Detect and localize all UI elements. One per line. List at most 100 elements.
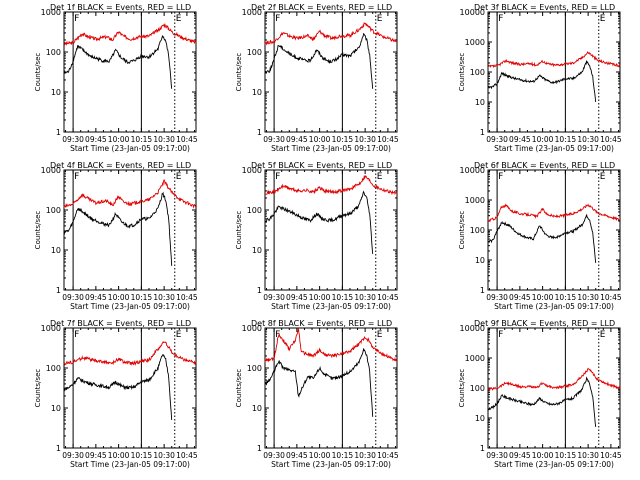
events-series-line (487, 214, 597, 263)
lld-series-line (264, 327, 398, 363)
y-tick-label: 10 (252, 246, 262, 255)
x-tick-label: 10:00 (532, 135, 554, 144)
x-tick-label: 10:30 (354, 135, 376, 144)
x-axis-label: Start Time (23-Jan-05 09:17:00) (271, 144, 391, 153)
x-tick-label: 09:30 (263, 135, 285, 144)
x-tick-label: 09:45 (85, 293, 107, 302)
y-tick-label: 1 (56, 286, 61, 295)
x-tick-label: 10:30 (577, 293, 599, 302)
x-tick-label: 10:00 (532, 293, 554, 302)
plot-panel-6: Det 6f BLACK = Events, RED = LLD 1 10 100 10… (458, 161, 622, 311)
y-tick-label: 1000 (41, 324, 61, 333)
x-tick-label: 09:45 (286, 293, 308, 302)
events-series-line (63, 191, 173, 266)
x-axis-label: Start Time (23-Jan-05 09:17:00) (70, 302, 190, 311)
y-tick-label: 1000 (465, 38, 485, 47)
lld-series-line (488, 51, 621, 69)
x-tick-label: 10:00 (309, 135, 331, 144)
x-tick-label: 10:45 (176, 135, 198, 144)
x-tick-label: 10:00 (309, 451, 331, 460)
time-marker-label: F (275, 172, 280, 182)
plot-title: Det 5f BLACK = Events, RED = LLD (251, 161, 392, 170)
lld-series-line (264, 21, 398, 46)
y-tick-label: 100 (46, 48, 61, 57)
time-marker-label: F (498, 14, 503, 24)
y-axis-label: Counts/sec (235, 211, 243, 250)
x-tick-label: 09:45 (509, 451, 531, 460)
plot-frame (487, 327, 621, 449)
plot-panel-4: Det 4f BLACK = Events, RED = LLD 1 10 100 10… (34, 161, 198, 311)
time-marker-label: F (498, 172, 503, 182)
x-tick-label: 10:15 (555, 135, 577, 144)
plot-title: Det 2f BLACK = Events, RED = LLD (251, 3, 392, 12)
y-tick-label: 1000 (41, 8, 61, 17)
plot-panel-9: Det 9f BLACK = Events, RED = LLD 1 10 100 10… (458, 319, 622, 469)
time-marker-label: E (377, 172, 383, 182)
y-axis-label: Counts/sec (458, 369, 466, 408)
x-tick-label: 09:45 (286, 451, 308, 460)
plot-title: Det 7f BLACK = Events, RED = LLD (50, 319, 191, 328)
plot-frame (63, 11, 197, 133)
lld-series-line (63, 340, 197, 366)
x-tick-label: 10:30 (577, 135, 599, 144)
plot-panel-5: Det 5f BLACK = Events, RED = LLD 1 10 100 10… (235, 161, 399, 311)
y-axis-label: Counts/sec (34, 53, 42, 92)
y-tick-label: 1000 (465, 354, 485, 363)
y-axis-label: Counts/sec (458, 211, 466, 250)
time-marker-label: F (275, 14, 280, 24)
y-tick-label: 100 (470, 384, 485, 393)
y-axis-label: Counts/sec (34, 369, 42, 408)
y-tick-label: 10000 (460, 8, 485, 17)
x-tick-label: 10:45 (377, 451, 399, 460)
time-marker-label: E (176, 172, 182, 182)
plot-title: Det 1f BLACK = Events, RED = LLD (50, 3, 191, 12)
y-tick-label: 10 (475, 256, 485, 265)
time-marker-label: F (275, 330, 280, 340)
x-tick-label: 09:30 (263, 293, 285, 302)
x-tick-label: 10:30 (354, 293, 376, 302)
time-marker-label: F (498, 330, 503, 340)
events-series-line (487, 376, 597, 428)
x-tick-label: 09:30 (62, 293, 84, 302)
y-tick-label: 1 (480, 444, 485, 453)
y-tick-label: 100 (46, 364, 61, 373)
lld-series-line (264, 175, 398, 196)
events-series-line (63, 34, 173, 89)
y-tick-label: 1000 (41, 166, 61, 175)
plot-frame (487, 11, 621, 133)
x-tick-label: 10:45 (600, 451, 622, 460)
y-tick-label: 10000 (460, 324, 485, 333)
x-tick-label: 09:30 (263, 451, 285, 460)
x-tick-label: 09:45 (509, 135, 531, 144)
lld-series-line (487, 203, 620, 223)
plot-frame (264, 327, 398, 449)
plot-panel-1: Det 1f BLACK = Events, RED = LLD 1 10 100 10… (34, 3, 198, 153)
y-tick-label: 10 (475, 414, 485, 423)
y-tick-label: 1 (480, 128, 485, 137)
x-tick-label: 10:00 (309, 293, 331, 302)
plot-panel-7: Det 7f BLACK = Events, RED = LLD 1 10 100 10… (34, 319, 198, 469)
x-tick-label: 09:30 (486, 293, 508, 302)
x-tick-label: 10:45 (176, 451, 198, 460)
x-tick-label: 09:45 (85, 135, 107, 144)
y-tick-label: 10 (51, 88, 61, 97)
plot-panel-2: Det 2f BLACK = Events, RED = LLD 1 10 100 10… (235, 3, 399, 153)
y-tick-label: 1 (257, 128, 262, 137)
x-tick-label: 10:00 (108, 135, 130, 144)
events-series-line (264, 32, 374, 89)
x-tick-label: 10:30 (153, 135, 175, 144)
plot-title: Det 3f BLACK = Events, RED = LLD (474, 3, 615, 12)
lld-series-line (487, 367, 621, 392)
x-tick-label: 10:00 (532, 451, 554, 460)
x-tick-label: 10:00 (108, 451, 130, 460)
y-tick-label: 1 (480, 286, 485, 295)
y-tick-label: 10 (252, 404, 262, 413)
x-axis-label: Start Time (23-Jan-05 09:17:00) (271, 460, 391, 469)
y-tick-label: 10 (252, 88, 262, 97)
time-marker-label: E (176, 14, 182, 24)
time-marker-label: E (600, 14, 606, 24)
plot-panel-8: Det 8f BLACK = Events, RED = LLD 1 10 100 10… (235, 319, 399, 469)
x-tick-label: 09:30 (486, 135, 508, 144)
plot-panel-3: Det 3f BLACK = Events, RED = LLD 1 10 100 10… (458, 3, 622, 153)
x-tick-label: 10:45 (377, 293, 399, 302)
